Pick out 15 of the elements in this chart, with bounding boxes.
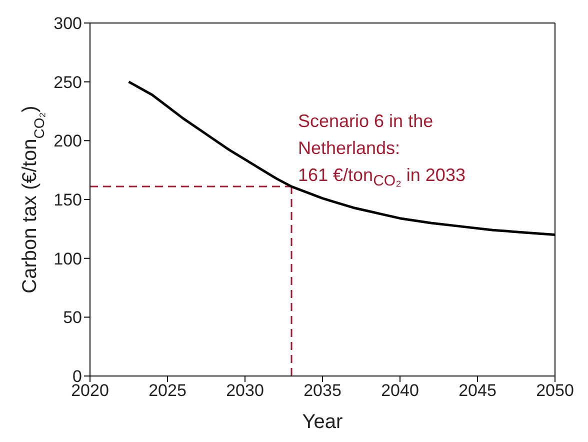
x-tick-label: 2025 — [148, 381, 186, 400]
x-tick-label: 2035 — [304, 381, 342, 400]
y-tick-label: 200 — [54, 132, 82, 151]
x-tick-label: 2020 — [71, 381, 109, 400]
y-tick-label: 50 — [63, 308, 82, 328]
x-tick-label: 2050 — [536, 381, 574, 400]
x-tick-label: 2030 — [226, 381, 264, 400]
y-tick-label: 300 — [54, 14, 82, 34]
y-tick-label: 100 — [54, 249, 82, 268]
x-axis-title: Year — [302, 411, 344, 433]
x-tick-label: 2040 — [381, 381, 419, 400]
y-tick-label: 250 — [54, 72, 82, 92]
y-tick-label: 150 — [54, 190, 82, 210]
annotation: Scenario 6 in the Netherlands: 161 €/ton$_{CO₂}$ in 2033 — [298, 110, 466, 192]
x-tick-label: 2045 — [458, 381, 496, 400]
